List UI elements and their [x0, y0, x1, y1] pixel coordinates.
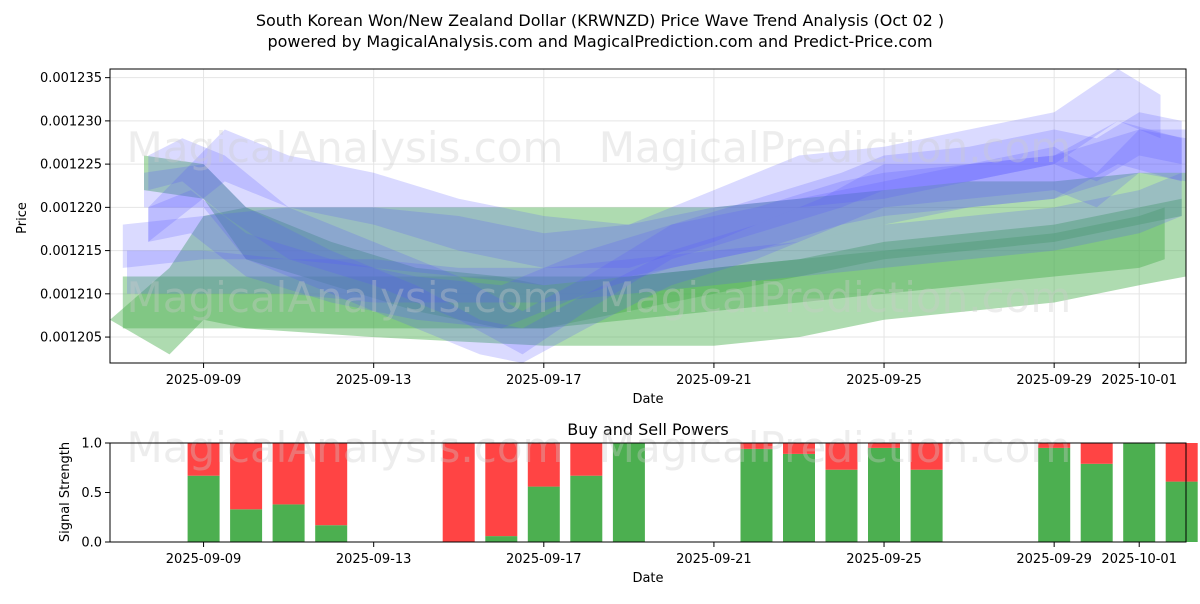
price-y-ticks: 0.001205 0.001210 0.001215 0.001220 0.001225…: [40, 71, 110, 346]
price-x-axis-label: Date: [632, 392, 663, 407]
blue-wave-band: [144, 129, 1186, 363]
buy-power-bar: [612, 443, 645, 542]
sell-power-bar: [230, 443, 263, 510]
chart-subtitle: powered by MagicalAnalysis.com and Magic…: [267, 32, 932, 51]
price-x-tick-label: 2025-09-13: [336, 373, 412, 388]
buy-power-bar: [527, 486, 560, 542]
signal-plot-title: Buy and Sell Powers: [567, 420, 729, 439]
buy-power-bar: [230, 509, 263, 542]
price-y-tick-label: 0.001205: [40, 331, 102, 346]
sell-power-bar: [910, 443, 943, 470]
price-y-tick-label: 0.001225: [40, 158, 102, 173]
price-x-tick-label: 2025-10-01: [1101, 373, 1177, 388]
sell-power-bar: [825, 443, 858, 470]
signal-x-tick-label: 2025-09-17: [506, 552, 582, 567]
buy-power-bar: [315, 525, 348, 542]
signal-y-tick-label: 1.0: [81, 437, 102, 452]
price-x-tick-label: 2025-09-29: [1016, 373, 1092, 388]
price-y-tick-label: 0.001215: [40, 244, 102, 259]
sell-power-bar: [315, 443, 348, 526]
buy-power-bar: [910, 469, 943, 542]
sell-power-bar: [272, 443, 305, 505]
sell-power-bar: [485, 443, 518, 537]
price-x-tick-label: 2025-09-17: [506, 373, 582, 388]
blue-wave-band: [127, 172, 1182, 303]
green-wave-band: [122, 207, 1165, 329]
price-y-tick-label: 0.001230: [40, 114, 102, 129]
buy-power-bar: [1038, 447, 1071, 542]
signal-x-tick-label: 2025-10-01: [1101, 552, 1177, 567]
buy-power-bar: [272, 504, 305, 542]
signal-x-tick-label: 2025-09-25: [846, 552, 922, 567]
blue-wave-band: [148, 112, 1182, 355]
buy-power-bar: [485, 536, 518, 542]
price-y-tick-label: 0.001235: [40, 71, 102, 86]
sell-power-bar: [740, 443, 773, 449]
sell-power-bar: [570, 443, 603, 476]
buy-power-bar: [570, 475, 603, 542]
green-wave-band: [144, 155, 1182, 329]
signal-bars: [187, 443, 1198, 542]
signal-y-tick-label: 0.0: [81, 536, 102, 551]
chart-title: South Korean Won/New Zealand Dollar (KRW…: [256, 11, 944, 30]
sell-power-bar: [868, 443, 900, 448]
price-wave-bands: [110, 69, 1186, 363]
price-x-tick-label: 2025-09-21: [676, 373, 752, 388]
watermark-analysis-bottom: MagicalAnalysis.com: [127, 423, 564, 472]
blue-wave-band: [148, 120, 1182, 329]
buy-power-bar: [868, 447, 900, 542]
sell-power-bar: [187, 443, 220, 476]
buy-power-bar: [740, 448, 773, 542]
blue-wave-band: [122, 129, 1186, 286]
signal-y-tick-label: 0.5: [81, 486, 102, 501]
buy-power-bar: [187, 475, 220, 542]
sell-power-bar: [1080, 443, 1113, 464]
sell-power-bar: [527, 443, 560, 487]
signal-y-ticks: 0.0 0.5 1.0: [81, 437, 110, 551]
sell-power-bar: [783, 443, 815, 454]
price-y-axis-label: Price: [15, 202, 30, 234]
signal-x-ticks: 2025-09-09 2025-09-13 2025-09-17 2025-09-21…: [166, 542, 1177, 567]
sell-power-bar: [1038, 443, 1071, 448]
buy-power-bar: [1123, 443, 1156, 542]
watermark-prediction-top: MagicalPrediction.com: [599, 123, 1072, 172]
signal-x-tick-label: 2025-09-29: [1016, 552, 1092, 567]
price-y-tick-label: 0.001210: [40, 287, 102, 302]
price-plot-frame: [109, 68, 1187, 364]
green-wave-band: [110, 172, 1186, 355]
buy-power-bar: [783, 453, 815, 542]
signal-x-tick-label: 2025-09-21: [676, 552, 752, 567]
watermark-prediction-bottom: MagicalPrediction.com: [599, 423, 1072, 472]
signal-plot-area: Buy and Sell Powers MagicalAnalysis.com …: [58, 420, 1198, 586]
price-x-tick-label: 2025-09-25: [846, 373, 922, 388]
signal-x-axis-label: Date: [632, 571, 663, 586]
sell-power-bar: [1165, 443, 1198, 482]
price-plot-area: MagicalAnalysis.com MagicalPrediction.co…: [15, 68, 1187, 407]
signal-x-tick-label: 2025-09-13: [336, 552, 412, 567]
buy-power-bar: [1080, 463, 1113, 542]
watermark-analysis-mid: MagicalAnalysis.com: [127, 273, 564, 322]
price-x-tick-label: 2025-09-09: [166, 373, 242, 388]
buy-power-bar: [825, 469, 858, 542]
sell-power-bar: [442, 443, 475, 542]
price-grid: [110, 69, 1186, 363]
watermark-prediction-mid: MagicalPrediction.com: [599, 273, 1072, 322]
watermark-analysis-top: MagicalAnalysis.com: [127, 123, 564, 172]
price-y-tick-label: 0.001220: [40, 201, 102, 216]
blue-wave-band: [148, 69, 1161, 268]
price-x-ticks: 2025-09-09 2025-09-13 2025-09-17 2025-09-21…: [166, 363, 1177, 388]
buy-power-bar: [1165, 481, 1198, 542]
signal-x-tick-label: 2025-09-09: [166, 552, 242, 567]
signal-y-axis-label: Signal Strength: [58, 442, 73, 542]
